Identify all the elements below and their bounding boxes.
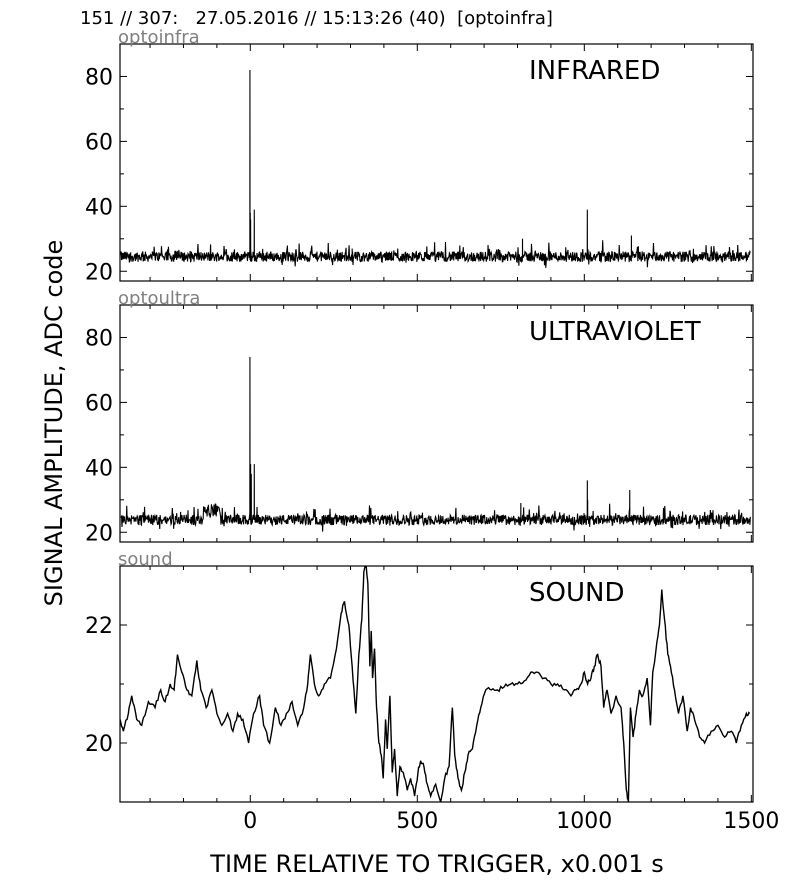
record-channel: [optoinfra] bbox=[457, 8, 553, 29]
panel-channel-name: sound bbox=[118, 549, 173, 570]
y-tick-label: 80 bbox=[85, 65, 113, 90]
y-tick-label: 60 bbox=[85, 130, 113, 155]
record-header: 151 // 307: 27.05.2016 // 15:13:26 (40) … bbox=[80, 8, 553, 29]
optoultra-trace bbox=[120, 356, 751, 532]
y-tick-label: 20 bbox=[85, 732, 113, 757]
y-tick-label: 20 bbox=[85, 521, 113, 546]
y-tick-label: 20 bbox=[85, 260, 113, 285]
x-tick-label: 1500 bbox=[723, 809, 779, 834]
y-axis-label: SIGNAL AMPLITUDE, ADC code bbox=[40, 240, 68, 607]
panel-channel-name: optoultra bbox=[118, 288, 200, 309]
plot-frame bbox=[119, 43, 754, 282]
y-tick-label: 40 bbox=[85, 195, 113, 220]
optoinfra-trace bbox=[120, 69, 751, 268]
sound-trace bbox=[120, 566, 751, 802]
x-axis-label: TIME RELATIVE TO TRIGGER, x0.001 s bbox=[209, 850, 663, 878]
record-datetime: 27.05.2016 // 15:13:26 (40) bbox=[195, 8, 446, 29]
plot-frame bbox=[119, 565, 754, 803]
panel-channel-name: optoinfra bbox=[118, 27, 200, 48]
x-tick-label: 0 bbox=[243, 809, 257, 834]
sound-panel: 20 22 sound SOUND 0 500 1000 1500 bbox=[85, 549, 779, 834]
x-tick-label: 500 bbox=[396, 809, 438, 834]
record-index: 151 // 307: bbox=[80, 8, 179, 29]
plot-frame bbox=[119, 304, 754, 543]
y-tick-label: 80 bbox=[85, 326, 113, 351]
x-tick-label: 1000 bbox=[556, 809, 612, 834]
y-tick-label: 22 bbox=[85, 614, 113, 639]
panel-title: SOUND bbox=[529, 578, 624, 608]
panel-title: INFRARED bbox=[529, 56, 660, 86]
panel-title: ULTRAVIOLET bbox=[529, 317, 701, 347]
y-tick-label: 60 bbox=[85, 391, 113, 416]
y-tick-label: 40 bbox=[85, 456, 113, 481]
